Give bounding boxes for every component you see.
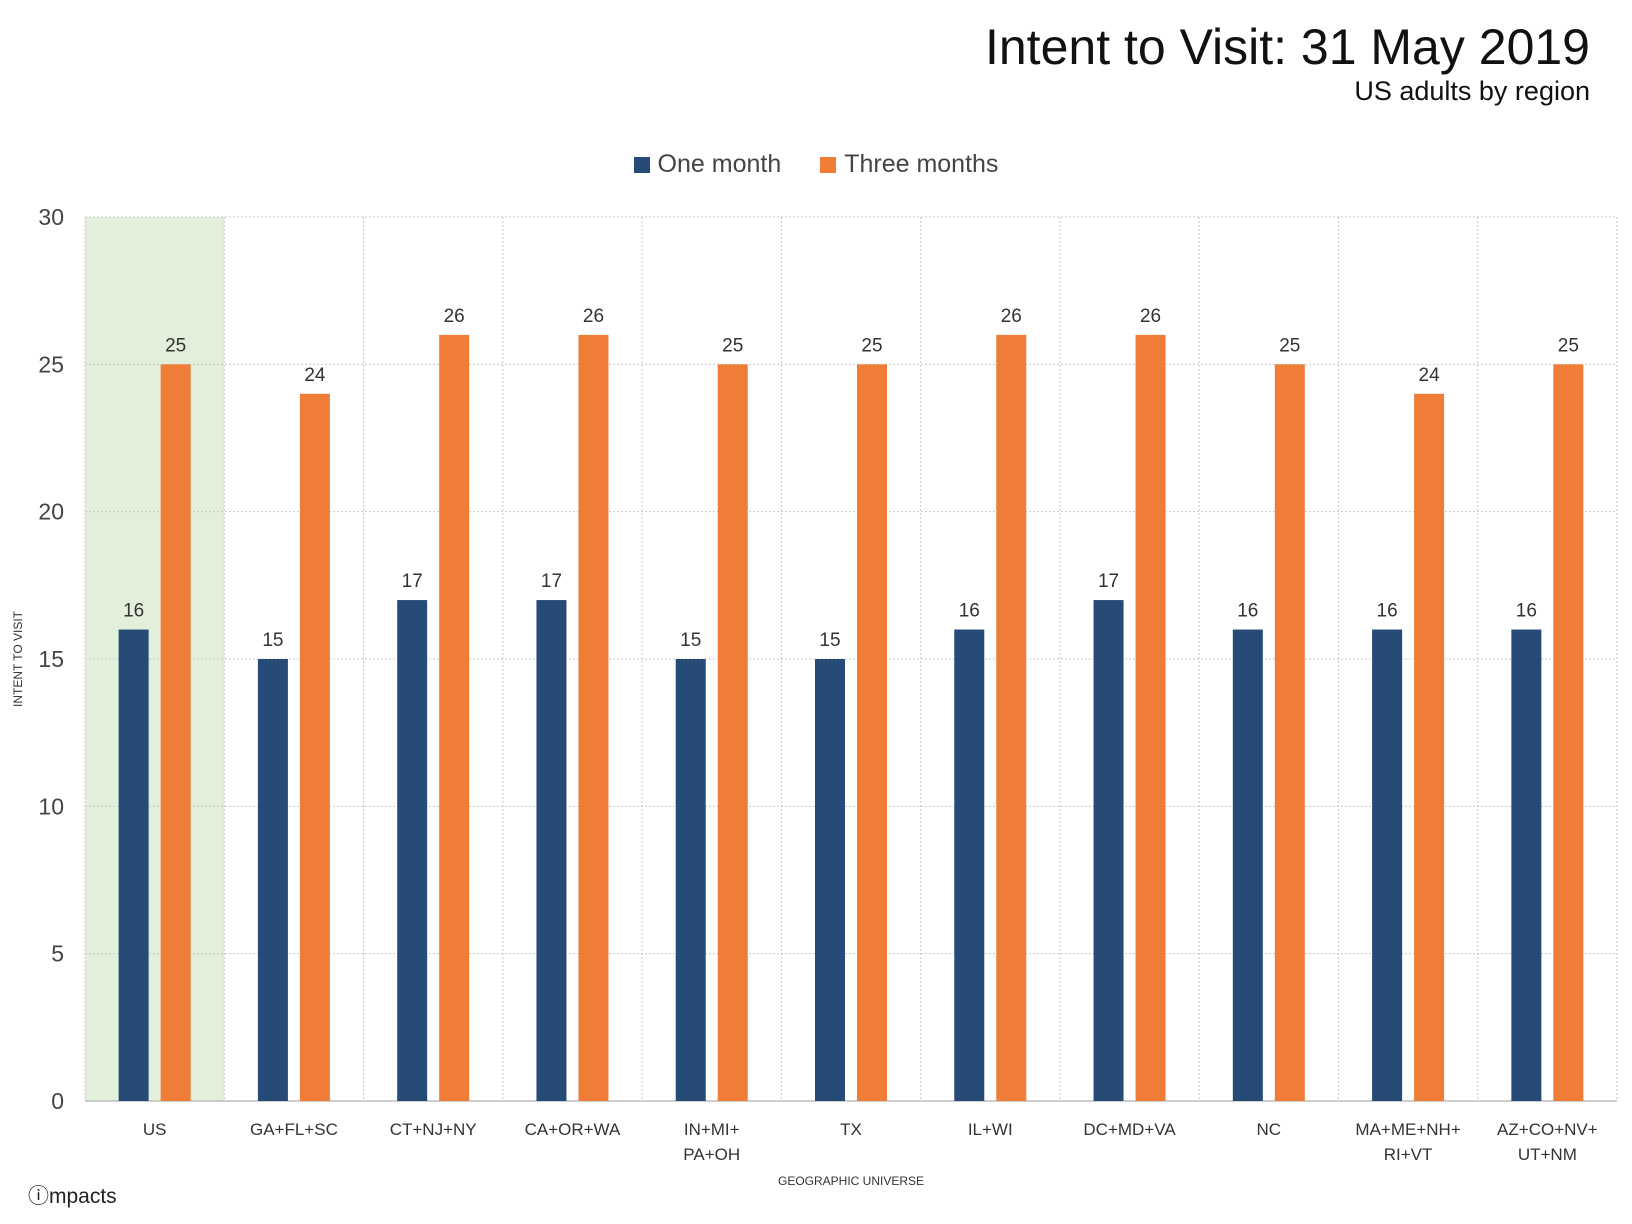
data-label: 17 [541, 571, 562, 592]
legend-item-three-months: Three months [820, 150, 998, 179]
brand-logo: ⓘmpacts [28, 1185, 117, 1208]
y-tick-label: 20 [38, 499, 64, 525]
x-tick-label: IN+MI+ [684, 1120, 740, 1139]
bar-one-month [397, 600, 428, 1101]
bar-three-months [439, 334, 470, 1101]
data-label: 24 [304, 365, 326, 386]
x-tick-label: NC [1257, 1120, 1282, 1139]
data-label: 15 [262, 630, 283, 651]
legend: One month Three months [0, 150, 1632, 180]
bar-one-month [1511, 629, 1542, 1101]
x-tick-label: US [143, 1120, 167, 1139]
data-label: 25 [165, 335, 186, 356]
bar-one-month [954, 629, 985, 1101]
x-tick-label: CT+NJ+NY [390, 1120, 477, 1139]
x-tick-label: AZ+CO+NV+ [1497, 1120, 1598, 1139]
bar-three-months [857, 364, 887, 1101]
bar-three-months [299, 393, 330, 1101]
data-label: 15 [680, 630, 701, 651]
bar-three-months [1274, 364, 1305, 1101]
x-tick-label: MA+ME+NH+ [1355, 1120, 1460, 1139]
x-tick-label: IL+WI [968, 1120, 1013, 1139]
y-tick-label: 15 [38, 646, 64, 672]
bar-three-months [717, 364, 748, 1101]
data-label: 16 [1516, 601, 1537, 622]
bar-three-months [996, 334, 1027, 1101]
legend-swatch-three-months [820, 156, 837, 173]
y-tick-label: 30 [38, 204, 64, 230]
x-tick-label: TX [840, 1120, 862, 1139]
x-axis-title: GEOGRAPHIC UNIVERSE [778, 1174, 924, 1188]
legend-swatch-one-month [633, 156, 650, 173]
data-label: 26 [1140, 306, 1161, 327]
data-label: 24 [1419, 365, 1441, 386]
data-label: 25 [722, 335, 743, 356]
legend-item-one-month: One month [633, 150, 782, 179]
y-tick-label: 25 [38, 351, 64, 377]
data-label: 26 [583, 306, 604, 327]
chart-title: Intent to Visit: 31 May 2019 [984, 19, 1590, 75]
bar-one-month [1232, 629, 1263, 1101]
bar-three-months [1135, 334, 1166, 1101]
data-label: 25 [861, 335, 882, 356]
bar-one-month [675, 659, 706, 1101]
bar-one-month [257, 659, 288, 1101]
data-label: 17 [1098, 571, 1119, 592]
data-label: 15 [819, 630, 840, 651]
data-label: 17 [402, 571, 423, 592]
y-tick-label: 0 [51, 1088, 64, 1114]
x-tick-label: CA+OR+WA [525, 1120, 621, 1139]
bar-three-months [1553, 364, 1584, 1101]
bar-three-months [160, 364, 191, 1101]
data-label: 16 [1237, 601, 1258, 622]
bar-one-month [536, 600, 567, 1101]
x-tick-label: PA+OH [683, 1145, 740, 1164]
chart-subtitle: US adults by region [1354, 76, 1590, 106]
data-label: 26 [1001, 306, 1022, 327]
data-label: 25 [1279, 335, 1300, 356]
bar-one-month [118, 629, 149, 1101]
legend-label-one-month: One month [657, 150, 782, 178]
y-tick-label: 5 [51, 941, 64, 967]
legend-label-three-months: Three months [844, 150, 999, 178]
data-label: 16 [959, 601, 980, 622]
data-label: 26 [444, 306, 465, 327]
x-tick-label: RI+VT [1384, 1145, 1433, 1164]
y-tick-label: 10 [38, 793, 64, 819]
y-axis-title: INTENT TO VISIT [11, 610, 25, 707]
x-tick-label: DC+MD+VA [1083, 1120, 1176, 1139]
bar-one-month [1372, 629, 1403, 1101]
data-label: 16 [1377, 601, 1398, 622]
data-label: 16 [123, 601, 144, 622]
x-tick-label: GA+FL+SC [250, 1120, 338, 1139]
bar-one-month [815, 659, 845, 1101]
data-label: 25 [1558, 335, 1579, 356]
bar-one-month [1093, 600, 1124, 1101]
x-tick-label: UT+NM [1518, 1145, 1577, 1164]
bar-three-months [1414, 393, 1445, 1101]
bar-three-months [578, 334, 609, 1101]
